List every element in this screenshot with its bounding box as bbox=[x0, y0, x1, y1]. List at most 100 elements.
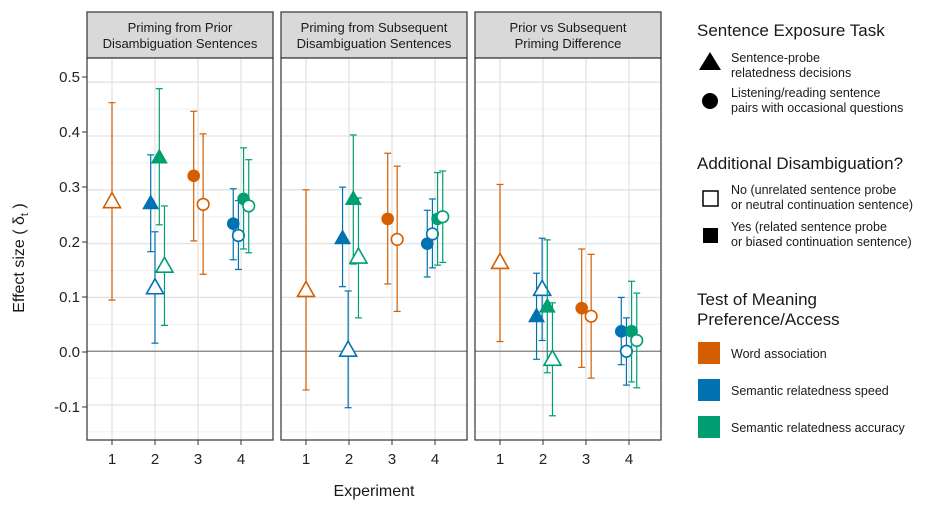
data-point bbox=[614, 325, 628, 338]
plot-area bbox=[280, 57, 468, 441]
circle-icon bbox=[702, 93, 718, 109]
data-point bbox=[425, 227, 440, 241]
data-point bbox=[420, 237, 434, 250]
data-point bbox=[242, 199, 256, 213]
x-tick-label: 4 bbox=[625, 451, 633, 468]
data-point bbox=[532, 278, 553, 297]
data-point bbox=[226, 217, 240, 231]
data-point bbox=[348, 246, 369, 264]
data-point bbox=[334, 229, 352, 245]
legend-title-test-line2: Preference/Access bbox=[697, 310, 840, 329]
panel-title-line2: Priming Difference bbox=[515, 36, 622, 51]
y-tick-label: 0.5 bbox=[59, 69, 80, 86]
plot-area bbox=[86, 57, 274, 441]
legend-task-label-line1: Listening/reading sentence bbox=[731, 86, 880, 100]
legend-swatch-word-association bbox=[698, 342, 720, 364]
x-tick-label: 3 bbox=[194, 451, 202, 468]
x-tick-label: 4 bbox=[237, 451, 245, 468]
panel-border bbox=[474, 57, 662, 441]
data-point bbox=[584, 309, 598, 323]
plot-area bbox=[474, 57, 662, 441]
data-point bbox=[154, 255, 175, 274]
legend: Sentence Exposure Task Sentence-probe re… bbox=[697, 21, 913, 438]
legend-disamb-label-line1: No (unrelated sentence probe bbox=[731, 183, 896, 197]
y-tick-label: 0.1 bbox=[59, 289, 80, 306]
legend-test-label: Semantic relatedness speed bbox=[731, 384, 889, 398]
y-axis-label: Effect size ( δt ) bbox=[11, 203, 31, 312]
panel-strip bbox=[474, 11, 662, 59]
x-axis-label: Experiment bbox=[334, 483, 415, 500]
data-point bbox=[296, 279, 316, 298]
legend-swatch-relatedness-speed bbox=[698, 379, 720, 401]
legend-title-disambiguation: Additional Disambiguation? bbox=[697, 154, 903, 173]
data-point bbox=[344, 189, 362, 205]
panel-priming-difference: Prior vs Subsequent Priming Difference 1… bbox=[474, 11, 662, 468]
filled-square-icon bbox=[703, 228, 718, 243]
legend-title-test-line1: Test of Meaning bbox=[697, 290, 817, 309]
data-point bbox=[619, 344, 634, 358]
data-point bbox=[630, 333, 644, 348]
y-tick-marks bbox=[82, 76, 87, 408]
legend-test-label: Word association bbox=[731, 347, 827, 361]
panel-title-line2: Disambiguation Sentences bbox=[103, 36, 258, 51]
data-point bbox=[150, 148, 168, 164]
panel-background bbox=[281, 58, 467, 440]
data-point bbox=[490, 251, 510, 270]
hollow-square-icon bbox=[702, 190, 719, 207]
y-tick-labels: 0.5 0.4 0.3 0.2 0.1 0.0 -0.1 bbox=[54, 69, 80, 416]
panel-prior-priming: Priming from Prior Disambiguation Senten… bbox=[86, 11, 274, 468]
data-point bbox=[196, 197, 210, 211]
x-tick-label: 3 bbox=[582, 451, 590, 468]
legend-disamb-label-line2: or neutral continuation sentence) bbox=[731, 198, 913, 212]
y-axis-label-subscript: t bbox=[19, 213, 31, 216]
x-tick-labels: 1 2 3 4 bbox=[496, 451, 633, 468]
data-point bbox=[338, 339, 359, 357]
legend-swatch-relatedness-accuracy bbox=[698, 416, 720, 438]
panel-title-line2: Disambiguation Sentences bbox=[297, 36, 452, 51]
data-point bbox=[528, 307, 546, 323]
legend-test-label: Semantic relatedness accuracy bbox=[731, 421, 905, 435]
panel-title-line1: Priming from Prior bbox=[128, 20, 233, 35]
y-tick-label: 0.4 bbox=[59, 124, 80, 141]
panel-title-line1: Prior vs Subsequent bbox=[509, 20, 626, 35]
data-point bbox=[231, 228, 246, 243]
panel-subsequent-priming: Priming from Subsequent Disambiguation S… bbox=[280, 11, 468, 468]
panel-border bbox=[86, 57, 274, 441]
data-point bbox=[575, 301, 588, 315]
x-tick-label: 2 bbox=[345, 451, 353, 468]
legend-disamb-label-line2: or biased continuation sentence) bbox=[731, 235, 912, 249]
legend-title-task: Sentence Exposure Task bbox=[697, 21, 885, 40]
x-tick-label: 3 bbox=[388, 451, 396, 468]
x-tick-label: 1 bbox=[108, 451, 116, 468]
panel-title-line1: Priming from Subsequent bbox=[301, 20, 448, 35]
legend-disamb-label-line1: Yes (related sentence probe bbox=[731, 220, 887, 234]
panel-background bbox=[475, 58, 661, 440]
x-tick-labels: 1 2 3 4 bbox=[302, 451, 439, 468]
x-tick-label: 2 bbox=[539, 451, 547, 468]
data-point bbox=[145, 277, 165, 295]
y-tick-label: 0.3 bbox=[59, 179, 80, 196]
legend-task-label-line2: relatedness decisions bbox=[731, 66, 851, 80]
data-point bbox=[102, 191, 122, 209]
data-point bbox=[390, 232, 404, 246]
panel-strip bbox=[280, 11, 468, 59]
legend-task-label-line1: Sentence-probe bbox=[731, 51, 820, 65]
data-point bbox=[538, 297, 556, 313]
panel-border bbox=[280, 57, 468, 441]
x-tick-label: 4 bbox=[431, 451, 439, 468]
x-tick-labels: 1 2 3 4 bbox=[108, 451, 245, 468]
y-tick-label: 0.0 bbox=[59, 344, 80, 361]
y-tick-label: 0.2 bbox=[59, 234, 80, 251]
x-tick-label: 1 bbox=[302, 451, 310, 468]
legend-task-label-line2: pairs with occasional questions bbox=[731, 101, 903, 115]
x-tick-label: 2 bbox=[151, 451, 159, 468]
y-tick-label: -0.1 bbox=[54, 399, 80, 416]
triangle-icon bbox=[699, 52, 721, 70]
data-point bbox=[436, 210, 450, 224]
data-point bbox=[542, 348, 563, 367]
data-point bbox=[187, 169, 200, 183]
data-point bbox=[142, 194, 160, 210]
data-point bbox=[381, 212, 394, 226]
x-tick-label: 1 bbox=[496, 451, 504, 468]
